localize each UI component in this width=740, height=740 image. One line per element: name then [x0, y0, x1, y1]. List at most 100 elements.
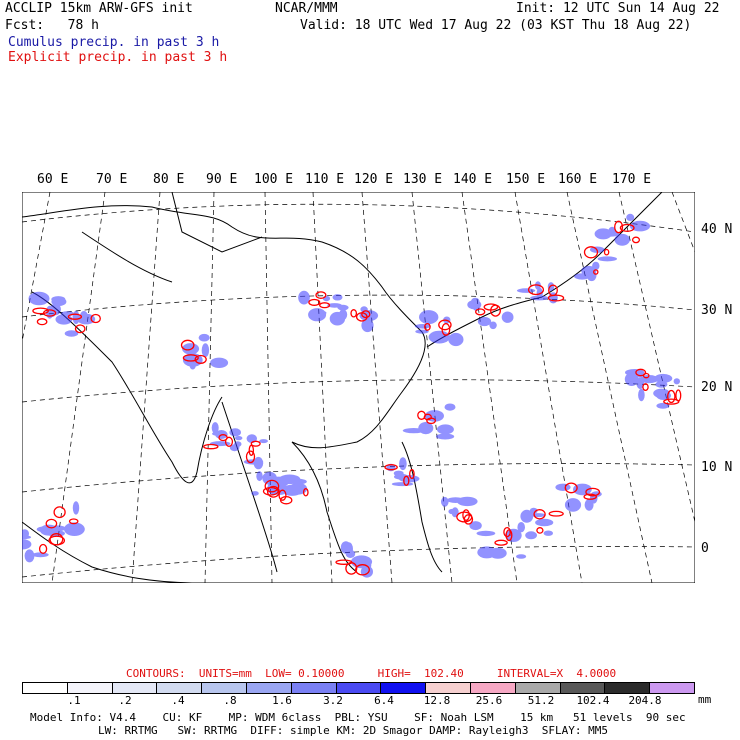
colorbar-swatch — [66, 683, 112, 693]
cumulus-precip-cell — [673, 378, 680, 385]
cumulus-precip-cell — [655, 381, 668, 388]
explicit-precip-contour — [53, 506, 66, 519]
cumulus-precip-cell — [436, 424, 454, 435]
explicit-precip-contour — [90, 313, 101, 324]
colorbar-swatch — [335, 683, 381, 693]
border-mongolia — [171, 192, 263, 253]
explicit-precip-contour — [583, 246, 599, 259]
cumulus-precip-cell — [584, 499, 594, 511]
lon-line — [411, 192, 453, 583]
lon-label: 160 E — [558, 172, 598, 187]
cumulus-precip-cell — [189, 361, 196, 370]
cumulus-precip-cell — [555, 483, 571, 491]
explicit-precip-contour — [642, 383, 649, 392]
institution-label: NCAR/MMM — [275, 1, 338, 16]
explicit-precip-contour — [547, 294, 565, 302]
explicit-precip-contour — [619, 223, 635, 232]
explicit-precip-contour — [417, 410, 426, 420]
cumulus-precip-cell — [327, 303, 342, 308]
lon-label: 70 E — [96, 172, 128, 187]
lon-line — [204, 192, 215, 583]
explicit-precip-contour — [67, 313, 83, 320]
cumulus-precip-cell — [259, 439, 268, 444]
explicit-precip-contour — [302, 488, 309, 497]
cumulus-precip-cell — [626, 213, 635, 221]
cumulus-precip-cell — [313, 310, 327, 316]
colorbar-ticks: .1 .2 .4 .8 1.6 3.2 6.4 12.8 25.6 51.2 1… — [22, 694, 695, 708]
explicit-precip-contour — [503, 526, 511, 538]
lat-line — [22, 379, 695, 403]
lon-label: 140 E — [453, 172, 493, 187]
cumulus-precip-cell — [243, 459, 264, 465]
cumulus-precip-cell — [517, 522, 525, 533]
explicit-precip-contour — [548, 284, 558, 297]
explicit-precip-contour — [38, 543, 48, 554]
cumulus-precip-cell — [516, 554, 527, 559]
explicit-precip-contour — [583, 493, 597, 500]
colorbar-swatch — [514, 683, 560, 693]
colorbar-swatch — [559, 683, 605, 693]
colorbar-swatch — [649, 683, 694, 693]
lat-line — [22, 203, 695, 233]
cumulus-precip-cell — [535, 518, 554, 527]
lon-line — [264, 192, 273, 583]
cb-tick: 6.4 — [374, 694, 394, 707]
cumulus-precip-cell — [573, 483, 592, 496]
explicit-precip-contour — [36, 318, 48, 326]
cumulus-precip-cell — [448, 508, 456, 515]
explicit-precip-contour — [355, 564, 370, 576]
forecast-hour: Fcst: 78 h — [5, 18, 99, 33]
colorbar-swatch — [245, 683, 291, 693]
colorbar-swatch — [111, 683, 157, 693]
cb-tick: 204.8 — [628, 694, 662, 707]
cumulus-precip-cell — [436, 433, 455, 440]
explicit-precip-contour — [74, 324, 86, 334]
explicit-precip-contour — [456, 511, 473, 523]
cumulus-precip-cell — [530, 513, 546, 518]
cumulus-precip-cell — [32, 552, 49, 558]
model-info-line1: Model Info: V4.4 CU: KF MP: WDM 6class P… — [30, 711, 686, 724]
cumulus-precip-cell — [444, 403, 456, 411]
explicit-precip-contour — [266, 485, 280, 498]
colorbar-swatch — [380, 683, 426, 693]
coastline-sumatra — [22, 521, 193, 583]
cb-tick: .2 — [118, 694, 132, 707]
lon-line — [671, 192, 695, 253]
cumulus-precip-cell — [457, 496, 478, 507]
coastline-philippines — [401, 441, 443, 573]
explicit-precip-contour — [475, 308, 486, 316]
explicit-precip-contours — [32, 220, 682, 576]
explicit-precip-contour — [245, 450, 256, 464]
cumulus-precip-cell — [235, 436, 243, 441]
coastlines — [22, 192, 663, 583]
cumulus-precip-cell — [564, 498, 582, 512]
explicit-precip-contour — [603, 248, 610, 256]
cumulus-precip-cell — [517, 288, 536, 293]
explicit-precip-contour — [533, 509, 546, 520]
cumulus-precip-cell — [50, 303, 61, 316]
cumulus-precip-cell — [654, 373, 673, 383]
cumulus-precip-cell — [64, 522, 85, 536]
cumulus-precip-cell — [428, 330, 450, 344]
lon-line — [514, 192, 583, 583]
explicit-precip-contour — [250, 440, 261, 447]
lat-label: 10 N — [701, 460, 733, 475]
cumulus-precip-cell — [322, 295, 331, 302]
explicit-precip-label: Explicit precip. in past 3 h — [8, 50, 228, 65]
cumulus-precip-cell — [391, 482, 414, 487]
cumulus-precip-cell — [24, 549, 35, 563]
cumulus-precip-cell — [501, 311, 514, 323]
lon-line — [22, 192, 51, 343]
lat-label: 30 N — [701, 303, 733, 318]
cumulus-precip-cell — [251, 491, 259, 496]
explicit-precip-contour — [667, 389, 676, 404]
cumulus-precip-cell — [64, 330, 79, 337]
explicit-precip-contour — [527, 284, 545, 296]
explicit-precip-contour — [335, 559, 353, 565]
lon-line — [361, 192, 393, 583]
lon-label: 80 E — [153, 172, 185, 187]
explicit-precip-contour — [438, 319, 452, 331]
border-central-asia — [81, 231, 173, 283]
lat-line — [22, 546, 695, 578]
explicit-precip-contour — [490, 304, 501, 317]
